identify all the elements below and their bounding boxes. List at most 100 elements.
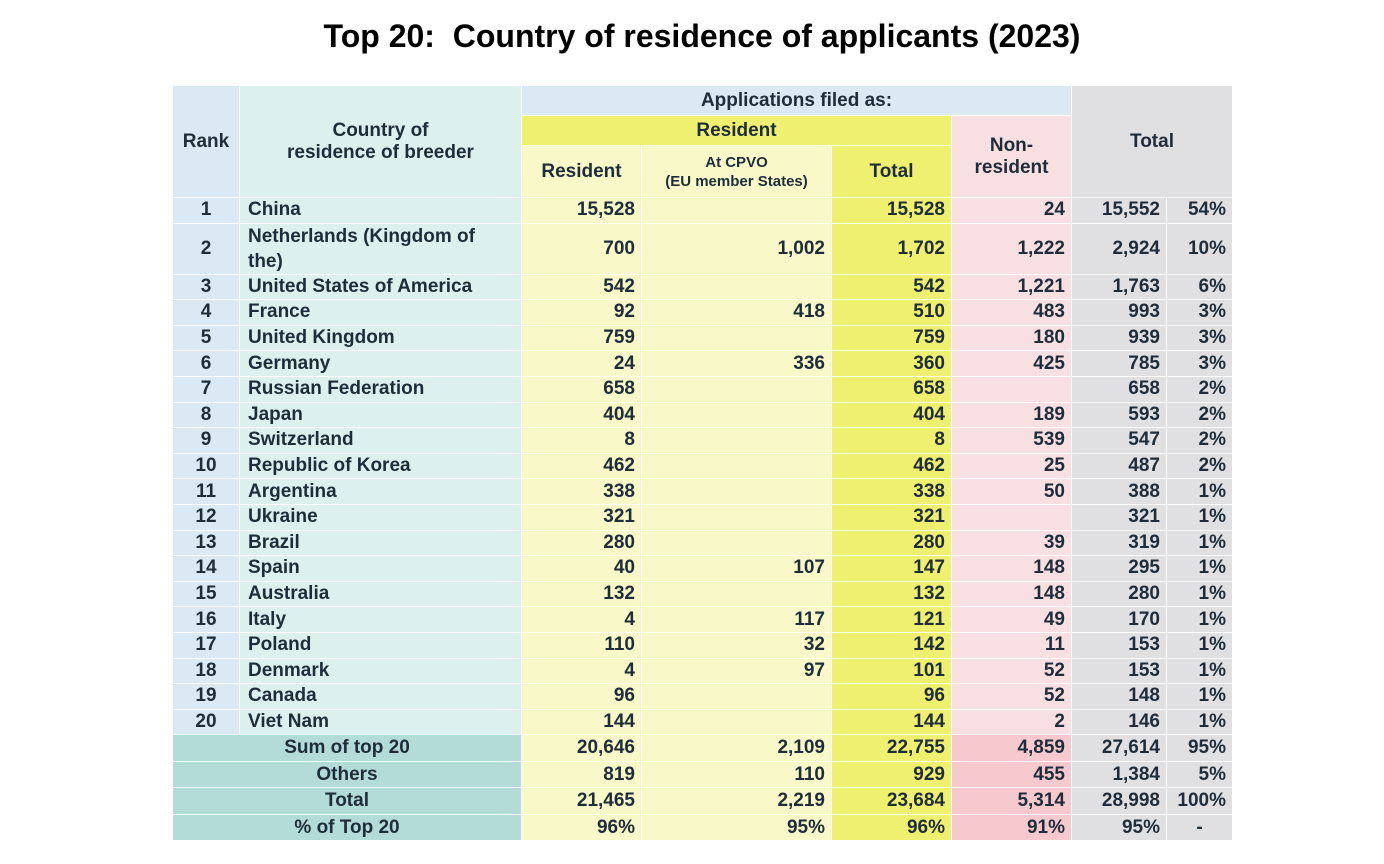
cell-share: 1% bbox=[1166, 580, 1233, 608]
cell-share: 2% bbox=[1166, 452, 1233, 480]
cell-rank: 17 bbox=[172, 631, 240, 659]
cell-total: 153 bbox=[1071, 657, 1167, 685]
cell-at-cpvo bbox=[641, 427, 832, 454]
cell-total: 28,998 bbox=[1071, 787, 1167, 815]
header-at-cpvo-line1: At CPVO bbox=[705, 153, 768, 171]
summary-row: Sum of top 20 20,646 2,109 22,755 4,859 27,61… bbox=[172, 734, 1233, 762]
cell-country: Argentina bbox=[239, 478, 522, 505]
cell-resident-total: 929 bbox=[831, 760, 952, 789]
cell-resident: 96% bbox=[521, 813, 642, 842]
cell-share: 6% bbox=[1166, 273, 1233, 301]
cell-at-cpvo: 1,002 bbox=[641, 222, 832, 275]
table-body: 1 China 15,528 15,528 24 15,552 54% 2 Netherland… bbox=[172, 197, 1233, 736]
cell-at-cpvo: 107 bbox=[641, 555, 832, 582]
cell-rank: 10 bbox=[172, 452, 240, 480]
table-row: 13 Brazil 280 280 39 319 1% bbox=[172, 529, 1233, 557]
cell-non-resident: 539 bbox=[951, 427, 1072, 454]
cell-resident-total: 121 bbox=[831, 606, 952, 633]
cell-resident: 321 bbox=[521, 503, 642, 531]
cell-rank: 13 bbox=[172, 529, 240, 557]
cell-rank: 7 bbox=[172, 375, 240, 403]
cell-total: 785 bbox=[1071, 350, 1167, 377]
cell-at-cpvo: 2,219 bbox=[641, 787, 832, 815]
header-resident-total: Total bbox=[831, 145, 952, 198]
cell-country: Denmark bbox=[239, 657, 522, 685]
table-row: 12 Ukraine 321 321 321 1% bbox=[172, 503, 1233, 531]
cell-resident: 24 bbox=[521, 350, 642, 377]
table-row: 15 Australia 132 132 148 280 1% bbox=[172, 580, 1233, 608]
cell-at-cpvo: 32 bbox=[641, 631, 832, 659]
cell-non-resident: 148 bbox=[951, 580, 1072, 608]
cell-total: 295 bbox=[1071, 555, 1167, 582]
cell-resident-total: 321 bbox=[831, 503, 952, 531]
cell-total: 148 bbox=[1071, 683, 1167, 710]
cell-total: 27,614 bbox=[1071, 734, 1167, 762]
header-resident: Resident bbox=[521, 145, 642, 198]
header-country: Country of residence of breeder bbox=[239, 85, 522, 198]
cell-resident-total: 96% bbox=[831, 813, 952, 842]
cell-non-resident: 455 bbox=[951, 760, 1072, 789]
cell-resident-total: 142 bbox=[831, 631, 952, 659]
cell-non-resident: 91% bbox=[951, 813, 1072, 842]
cell-share: 1% bbox=[1166, 683, 1233, 710]
cell-non-resident: 148 bbox=[951, 555, 1072, 582]
cell-resident-total: 8 bbox=[831, 427, 952, 454]
cell-share: 1% bbox=[1166, 503, 1233, 531]
cell-at-cpvo: 95% bbox=[641, 813, 832, 842]
cell-non-resident: 39 bbox=[951, 529, 1072, 557]
cell-resident-total: 132 bbox=[831, 580, 952, 608]
cell-at-cpvo bbox=[641, 452, 832, 480]
cell-rank: 4 bbox=[172, 299, 240, 326]
table-row: 11 Argentina 338 338 50 388 1% bbox=[172, 478, 1233, 505]
cell-non-resident: 189 bbox=[951, 401, 1072, 429]
cell-country: Australia bbox=[239, 580, 522, 608]
cell-at-cpvo: 418 bbox=[641, 299, 832, 326]
cell-resident: 404 bbox=[521, 401, 642, 429]
cell-resident: 338 bbox=[521, 478, 642, 505]
cell-resident-total: 1,702 bbox=[831, 222, 952, 275]
header-at-cpvo-line2: (EU member States) bbox=[665, 172, 808, 190]
cell-country: Republic of Korea bbox=[239, 452, 522, 480]
cell-resident: 542 bbox=[521, 273, 642, 301]
table-row: 3 United States of America 542 542 1,221 1,76… bbox=[172, 273, 1233, 301]
header-non-resident-line2: resident bbox=[974, 156, 1049, 178]
header-non-resident-line1: Non- bbox=[989, 134, 1034, 156]
cell-total: 153 bbox=[1071, 631, 1167, 659]
page-title: Top 20: Country of residence of applican… bbox=[323, 18, 1081, 54]
cell-country: United States of America bbox=[239, 273, 522, 301]
cell-share: - bbox=[1166, 813, 1233, 842]
cell-share: 1% bbox=[1166, 631, 1233, 659]
table-row: 4 France 92 418 510 483 993 3% bbox=[172, 299, 1233, 326]
cell-at-cpvo: 2,109 bbox=[641, 734, 832, 762]
cell-non-resident: 5,314 bbox=[951, 787, 1072, 815]
cell-share: 3% bbox=[1166, 324, 1233, 352]
cell-rank: 19 bbox=[172, 683, 240, 710]
table-row: 1 China 15,528 15,528 24 15,552 54% bbox=[172, 197, 1233, 224]
cell-country: France bbox=[239, 299, 522, 326]
header-country-line1: Country of bbox=[332, 119, 429, 141]
cell-country: Poland bbox=[239, 631, 522, 659]
cell-non-resident: 180 bbox=[951, 324, 1072, 352]
cell-share: 95% bbox=[1166, 734, 1233, 762]
header-rank: Rank bbox=[172, 85, 240, 198]
cell-country: Netherlands (Kingdom of the) bbox=[239, 222, 522, 275]
cell-share: 3% bbox=[1166, 350, 1233, 377]
cell-rank: 18 bbox=[172, 657, 240, 685]
cell-country: Ukraine bbox=[239, 503, 522, 531]
table-row: 10 Republic of Korea 462 462 25 487 2% bbox=[172, 452, 1233, 480]
table-row: 8 Japan 404 404 189 593 2% bbox=[172, 401, 1233, 429]
cell-country: Japan bbox=[239, 401, 522, 429]
cell-resident-total: 144 bbox=[831, 708, 952, 736]
cell-share: 3% bbox=[1166, 299, 1233, 326]
table-row: 16 Italy 4 117 121 49 170 1% bbox=[172, 606, 1233, 633]
table-row: 7 Russian Federation 658 658 658 2% bbox=[172, 375, 1233, 403]
cell-country: Germany bbox=[239, 350, 522, 377]
cell-rank: 2 bbox=[172, 222, 240, 275]
cell-at-cpvo: 336 bbox=[641, 350, 832, 377]
cell-resident: 96 bbox=[521, 683, 642, 710]
cell-total: 1,763 bbox=[1071, 273, 1167, 301]
cell-non-resident bbox=[951, 375, 1072, 403]
cell-share: 54% bbox=[1166, 197, 1233, 224]
cell-resident-total: 542 bbox=[831, 273, 952, 301]
cell-share: 10% bbox=[1166, 222, 1233, 275]
